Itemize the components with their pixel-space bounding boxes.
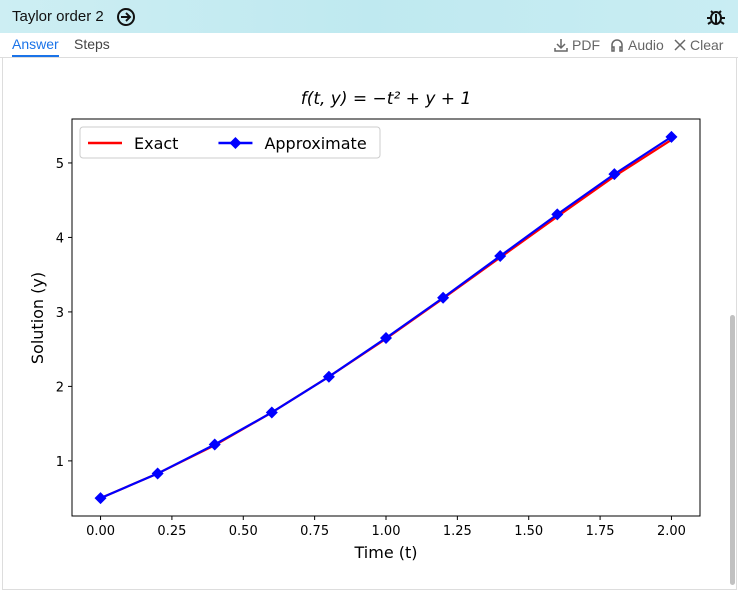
clear-button[interactable]: Clear bbox=[690, 37, 724, 53]
audio-button[interactable]: Audio bbox=[628, 37, 664, 53]
data-point bbox=[437, 291, 450, 304]
x-tick-label: 1.75 bbox=[586, 524, 615, 539]
data-point bbox=[608, 168, 621, 181]
tab[interactable]: Steps bbox=[74, 36, 110, 52]
chart-title: f(t, y) = −t² + y + 1 bbox=[301, 89, 472, 109]
header-bar: Taylor order 2 bbox=[0, 0, 738, 33]
x-tick-label: 0.00 bbox=[86, 524, 115, 539]
legend-label: Exact bbox=[134, 134, 178, 153]
clear-icon bbox=[674, 39, 686, 51]
y-tick-label: 1 bbox=[56, 455, 64, 470]
x-axis-label: Time (t) bbox=[354, 543, 418, 562]
data-point bbox=[265, 406, 278, 419]
header-title: Taylor order 2 bbox=[12, 8, 104, 25]
download-icon bbox=[554, 39, 568, 52]
data-point bbox=[151, 467, 164, 480]
x-tick-label: 1.50 bbox=[514, 524, 543, 539]
bug-icon[interactable] bbox=[705, 6, 727, 28]
x-tick-label: 0.50 bbox=[229, 524, 258, 539]
legend-marker bbox=[229, 137, 242, 149]
y-tick-label: 2 bbox=[56, 380, 64, 395]
answer-panel bbox=[2, 58, 737, 590]
x-tick-label: 1.00 bbox=[372, 524, 401, 539]
tab-bar: Answer Steps PDF Audio Clear bbox=[0, 33, 738, 58]
data-point bbox=[322, 370, 335, 383]
y-tick-label: 5 bbox=[56, 157, 64, 172]
plot-frame bbox=[71, 118, 701, 517]
data-point bbox=[665, 130, 678, 143]
x-tick-label: 2.00 bbox=[657, 524, 686, 539]
go-button[interactable] bbox=[116, 7, 136, 27]
data-point bbox=[208, 438, 221, 451]
y-axis-label: Solution (y) bbox=[28, 272, 47, 364]
x-tick-label: 0.75 bbox=[300, 524, 329, 539]
audio-icon bbox=[611, 39, 623, 52]
series-line bbox=[100, 135, 673, 500]
data-point bbox=[551, 208, 564, 221]
pdf-button[interactable]: PDF bbox=[572, 37, 600, 53]
x-tick-label: 1.25 bbox=[443, 524, 472, 539]
scrollbar[interactable] bbox=[730, 315, 735, 585]
data-point bbox=[94, 492, 107, 505]
y-tick-label: 3 bbox=[56, 306, 64, 321]
x-tick-label: 0.25 bbox=[157, 524, 186, 539]
legend-label: Approximate bbox=[264, 134, 366, 153]
data-point bbox=[494, 250, 507, 263]
y-tick-label: 4 bbox=[56, 231, 64, 246]
data-point bbox=[380, 331, 392, 344]
tab[interactable]: Answer bbox=[12, 36, 59, 57]
